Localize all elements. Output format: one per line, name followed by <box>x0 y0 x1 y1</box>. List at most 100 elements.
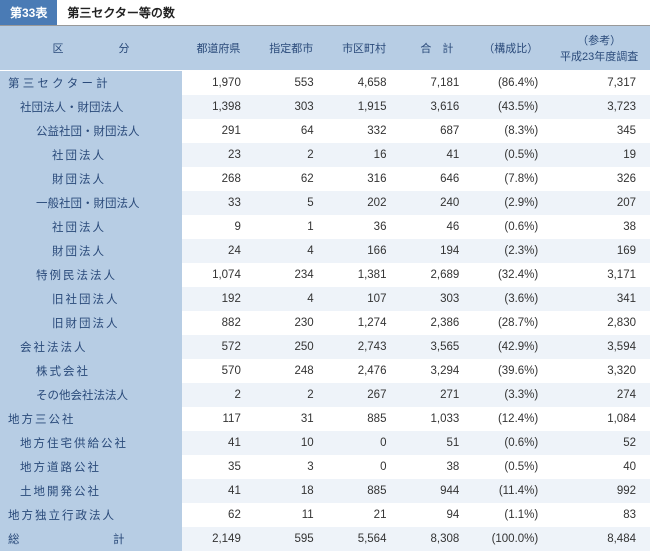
cell-ratio: (1.1%) <box>473 503 548 527</box>
cell-value: 248 <box>255 359 328 383</box>
cell-reference: 274 <box>548 383 650 407</box>
cell-reference: 345 <box>548 119 650 143</box>
cell-ratio: (0.5%) <box>473 455 548 479</box>
cell-value: 3 <box>255 455 328 479</box>
table-row: 地方独立行政法人62112194(1.1%)83 <box>0 503 650 527</box>
cell-value: 117 <box>182 407 255 431</box>
cell-value: 4,658 <box>328 71 401 96</box>
cell-value: 5 <box>255 191 328 215</box>
cell-reference: 3,723 <box>548 95 650 119</box>
cell-ratio: (100.0%) <box>473 527 548 551</box>
cell-value: 570 <box>182 359 255 383</box>
cell-reference: 2,830 <box>548 311 650 335</box>
row-label: 財団法人 <box>0 167 182 191</box>
cell-ratio: (0.5%) <box>473 143 548 167</box>
table-row: 財団法人26862316646(7.8%)326 <box>0 167 650 191</box>
cell-value: 192 <box>182 287 255 311</box>
cell-value: 882 <box>182 311 255 335</box>
cell-value: 1 <box>255 215 328 239</box>
cell-value: 572 <box>182 335 255 359</box>
cell-value: 18 <box>255 479 328 503</box>
cell-reference: 38 <box>548 215 650 239</box>
cell-reference: 992 <box>548 479 650 503</box>
col-total: 合 計 <box>400 26 473 71</box>
table-row: 会社法法人5722502,7433,565(42.9%)3,594 <box>0 335 650 359</box>
cell-value: 16 <box>328 143 401 167</box>
cell-reference: 7,317 <box>548 71 650 96</box>
table-row: 社団法人・財団法人1,3983031,9153,616(43.5%)3,723 <box>0 95 650 119</box>
cell-value: 1,033 <box>400 407 473 431</box>
cell-value: 1,381 <box>328 263 401 287</box>
cell-ratio: (3.6%) <box>473 287 548 311</box>
cell-value: 23 <box>182 143 255 167</box>
table-row: 旧財団法人8822301,2742,386(28.7%)2,830 <box>0 311 650 335</box>
cell-ratio: (11.4%) <box>473 479 548 503</box>
cell-value: 62 <box>182 503 255 527</box>
row-label: 会社法法人 <box>0 335 182 359</box>
cell-ratio: (2.9%) <box>473 191 548 215</box>
cell-value: 24 <box>182 239 255 263</box>
table-row: 総 計2,1495955,5648,308(100.0%)8,484 <box>0 527 650 551</box>
data-table: 区 分 都道府県 指定都市 市区町村 合 計 （構成比） （参考）平成23年度調… <box>0 26 650 551</box>
cell-value: 1,398 <box>182 95 255 119</box>
cell-ratio: (2.3%) <box>473 239 548 263</box>
table-row: 土地開発公社4118885944(11.4%)992 <box>0 479 650 503</box>
cell-ratio: (7.8%) <box>473 167 548 191</box>
cell-reference: 3,171 <box>548 263 650 287</box>
cell-reference: 341 <box>548 287 650 311</box>
cell-value: 267 <box>328 383 401 407</box>
title-bar: 第33表 第三セクター等の数 <box>0 0 650 26</box>
table-row: 社団法人913646(0.6%)38 <box>0 215 650 239</box>
cell-value: 2 <box>182 383 255 407</box>
table-row: その他会社法法人22267271(3.3%)274 <box>0 383 650 407</box>
cell-value: 194 <box>400 239 473 263</box>
cell-value: 553 <box>255 71 328 96</box>
cell-value: 1,274 <box>328 311 401 335</box>
row-label: 地方住宅供給公社 <box>0 431 182 455</box>
cell-value: 21 <box>328 503 401 527</box>
cell-value: 1,074 <box>182 263 255 287</box>
cell-value: 4 <box>255 239 328 263</box>
table-row: 地方三公社117318851,033(12.4%)1,084 <box>0 407 650 431</box>
cell-value: 1,970 <box>182 71 255 96</box>
cell-value: 240 <box>400 191 473 215</box>
cell-value: 2,476 <box>328 359 401 383</box>
cell-value: 9 <box>182 215 255 239</box>
cell-value: 595 <box>255 527 328 551</box>
table-row: 第 三 セ ク タ ー 計1,9705534,6587,181(86.4%)7,… <box>0 71 650 96</box>
cell-reference: 207 <box>548 191 650 215</box>
table-title: 第三セクター等の数 <box>57 0 185 25</box>
header-row: 区 分 都道府県 指定都市 市区町村 合 計 （構成比） （参考）平成23年度調… <box>0 26 650 71</box>
cell-ratio: (12.4%) <box>473 407 548 431</box>
table-number-tag: 第33表 <box>0 0 57 25</box>
cell-ratio: (32.4%) <box>473 263 548 287</box>
cell-value: 8,308 <box>400 527 473 551</box>
cell-value: 0 <box>328 455 401 479</box>
row-label: 社団法人・財団法人 <box>0 95 182 119</box>
row-label: 総 計 <box>0 527 182 551</box>
cell-value: 268 <box>182 167 255 191</box>
row-label: 旧社団法人 <box>0 287 182 311</box>
cell-value: 36 <box>328 215 401 239</box>
cell-value: 62 <box>255 167 328 191</box>
cell-value: 2 <box>255 143 328 167</box>
cell-ratio: (3.3%) <box>473 383 548 407</box>
cell-value: 291 <box>182 119 255 143</box>
cell-value: 2 <box>255 383 328 407</box>
cell-value: 35 <box>182 455 255 479</box>
cell-value: 46 <box>400 215 473 239</box>
cell-value: 41 <box>400 143 473 167</box>
cell-value: 230 <box>255 311 328 335</box>
cell-value: 250 <box>255 335 328 359</box>
cell-value: 4 <box>255 287 328 311</box>
row-label: 土地開発公社 <box>0 479 182 503</box>
row-label: 財団法人 <box>0 239 182 263</box>
col-ratio: （構成比） <box>473 26 548 71</box>
row-label: 地方道路公社 <box>0 455 182 479</box>
cell-ratio: (0.6%) <box>473 431 548 455</box>
cell-value: 38 <box>400 455 473 479</box>
cell-value: 41 <box>182 431 255 455</box>
cell-value: 10 <box>255 431 328 455</box>
cell-ratio: (43.5%) <box>473 95 548 119</box>
col-prefecture: 都道府県 <box>182 26 255 71</box>
